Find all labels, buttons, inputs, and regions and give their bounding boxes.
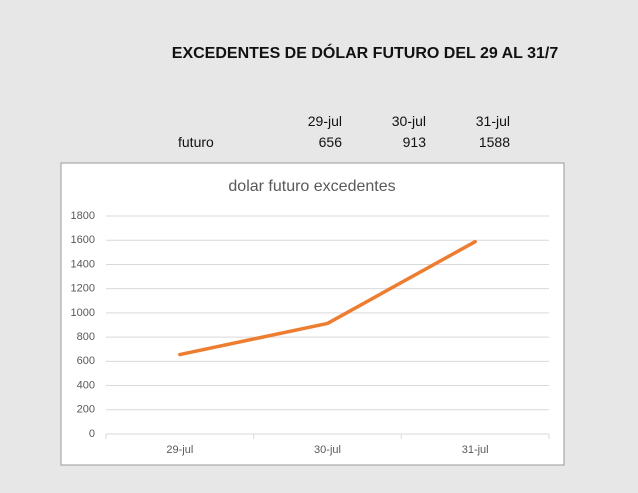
data-line [178,239,477,357]
x-tick-label: 29-jul [166,444,193,456]
y-tick-label: 1200 [71,283,95,295]
y-tick-label: 200 [77,404,95,416]
y-tick-label: 1800 [71,210,95,222]
column-header: 31-jul [475,113,510,129]
y-tick-label: 1400 [71,258,95,270]
table-cell: 656 [318,134,342,150]
column-header: 29-jul [307,113,342,129]
y-tick-label: 600 [77,355,95,367]
table-cell: 913 [402,134,426,150]
sheet-title: EXCEDENTES DE DÓLAR FUTURO DEL 29 AL 31/… [171,45,559,62]
chart-title: dolar futuro excedentes [228,178,395,195]
chart-area [60,162,565,466]
y-tick-label: 400 [77,379,95,391]
x-tick-label: 30-jul [314,444,341,456]
row-label: futuro [178,134,214,150]
column-header: 30-jul [391,113,426,129]
table-cell: 1588 [478,134,510,150]
x-tick-label: 31-jul [462,444,489,456]
y-tick-label: 0 [89,428,95,440]
y-tick-label: 800 [77,331,95,343]
y-tick-label: 1000 [71,307,95,319]
y-tick-label: 1600 [71,234,95,246]
